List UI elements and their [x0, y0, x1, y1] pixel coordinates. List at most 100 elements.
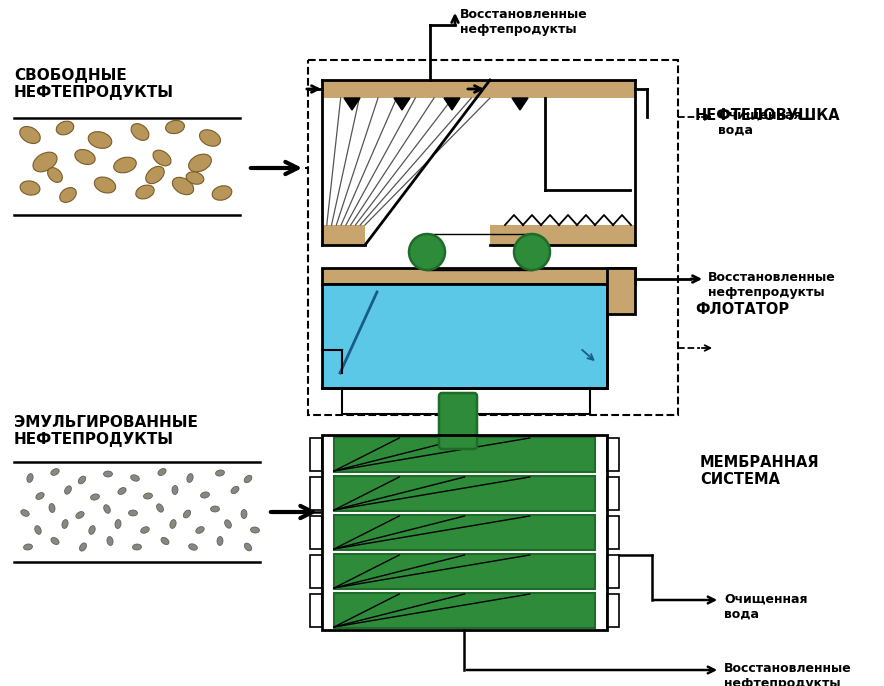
Text: Восстановленные
нефтепродукты: Восстановленные нефтепродукты: [724, 662, 852, 686]
Ellipse shape: [88, 525, 95, 534]
Text: ЭМУЛЬГИРОВАННЫЕ
НЕФТЕПРОДУКТЫ: ЭМУЛЬГИРОВАННЫЕ НЕФТЕПРОДУКТЫ: [14, 415, 198, 447]
Text: МЕМБРАННАЯ
СИСТЕМА: МЕМБРАННАЯ СИСТЕМА: [700, 455, 819, 487]
Bar: [490, 80, 635, 98]
Bar: [334, 476, 595, 511]
Ellipse shape: [153, 150, 171, 166]
Bar: [310, 438, 322, 471]
Bar: [310, 594, 322, 627]
Ellipse shape: [172, 486, 178, 495]
Ellipse shape: [143, 493, 152, 499]
Ellipse shape: [118, 488, 126, 495]
Circle shape: [514, 234, 550, 270]
Text: ФЛОТАТОР: ФЛОТАТОР: [695, 303, 789, 318]
Bar: [334, 515, 595, 550]
Ellipse shape: [60, 187, 76, 202]
Ellipse shape: [34, 525, 42, 534]
Ellipse shape: [241, 510, 247, 519]
Ellipse shape: [244, 543, 252, 551]
Text: Очищенная
вода: Очищенная вода: [718, 109, 802, 137]
Ellipse shape: [187, 473, 194, 482]
Bar: [334, 437, 595, 472]
Ellipse shape: [217, 536, 223, 545]
Ellipse shape: [210, 506, 219, 512]
Text: НЕФТЕЛОВУШКА: НЕФТЕЛОВУШКА: [695, 108, 841, 123]
Ellipse shape: [200, 130, 220, 146]
Ellipse shape: [131, 123, 149, 141]
Ellipse shape: [188, 544, 197, 550]
Ellipse shape: [27, 473, 33, 482]
Ellipse shape: [131, 475, 140, 482]
Ellipse shape: [201, 492, 210, 498]
Bar: [607, 438, 619, 471]
Polygon shape: [512, 98, 528, 110]
FancyBboxPatch shape: [439, 393, 477, 449]
Polygon shape: [394, 98, 410, 110]
Ellipse shape: [65, 486, 72, 494]
Ellipse shape: [188, 154, 211, 172]
Ellipse shape: [76, 512, 84, 519]
Bar: [607, 477, 619, 510]
Text: Восстановленные
нефтепродукты: Восстановленные нефтепродукты: [708, 271, 835, 299]
Polygon shape: [322, 225, 365, 245]
Ellipse shape: [50, 469, 59, 475]
Ellipse shape: [90, 494, 99, 500]
Ellipse shape: [231, 486, 239, 494]
Polygon shape: [322, 80, 490, 98]
Ellipse shape: [24, 544, 33, 550]
Ellipse shape: [212, 186, 232, 200]
Ellipse shape: [195, 527, 204, 534]
Ellipse shape: [172, 177, 194, 195]
Ellipse shape: [161, 537, 169, 545]
Polygon shape: [444, 98, 460, 110]
Ellipse shape: [158, 469, 166, 475]
Ellipse shape: [115, 519, 121, 528]
Ellipse shape: [75, 150, 95, 165]
Ellipse shape: [36, 493, 44, 499]
Ellipse shape: [88, 132, 111, 148]
Ellipse shape: [95, 177, 116, 193]
Ellipse shape: [48, 167, 63, 182]
Bar: [310, 516, 322, 549]
Ellipse shape: [107, 536, 113, 545]
Ellipse shape: [141, 527, 149, 533]
Ellipse shape: [146, 167, 164, 184]
Ellipse shape: [103, 471, 112, 477]
Bar: [310, 555, 322, 588]
Bar: [310, 477, 322, 510]
Text: СВОБОДНЫЕ
НЕФТЕПРОДУКТЫ: СВОБОДНЫЕ НЕФТЕПРОДУКТЫ: [14, 68, 174, 100]
Ellipse shape: [79, 476, 86, 484]
Ellipse shape: [225, 520, 232, 528]
Ellipse shape: [216, 470, 225, 476]
Bar: [607, 555, 619, 588]
Ellipse shape: [62, 519, 68, 528]
Ellipse shape: [136, 185, 154, 199]
Ellipse shape: [20, 510, 29, 517]
Bar: [308, 60, 678, 415]
Ellipse shape: [128, 510, 138, 516]
Ellipse shape: [156, 504, 164, 512]
Bar: [607, 268, 635, 314]
Bar: [490, 225, 635, 245]
Bar: [334, 554, 595, 589]
Ellipse shape: [20, 181, 40, 195]
Ellipse shape: [49, 504, 55, 512]
Ellipse shape: [250, 527, 260, 533]
Polygon shape: [344, 98, 360, 110]
Ellipse shape: [57, 121, 73, 135]
Ellipse shape: [170, 519, 176, 528]
Bar: [322, 435, 607, 630]
Bar: [322, 284, 607, 388]
Ellipse shape: [187, 172, 204, 185]
Bar: [607, 594, 619, 627]
Ellipse shape: [80, 543, 87, 551]
Text: Восстановленные
нефтепродукты: Восстановленные нефтепродукты: [460, 8, 588, 36]
Ellipse shape: [244, 475, 252, 483]
Bar: [334, 593, 595, 628]
Ellipse shape: [51, 538, 59, 545]
Ellipse shape: [133, 544, 141, 550]
Ellipse shape: [114, 157, 136, 173]
Ellipse shape: [183, 510, 191, 518]
Circle shape: [409, 234, 445, 270]
Bar: [607, 516, 619, 549]
Ellipse shape: [165, 120, 185, 134]
